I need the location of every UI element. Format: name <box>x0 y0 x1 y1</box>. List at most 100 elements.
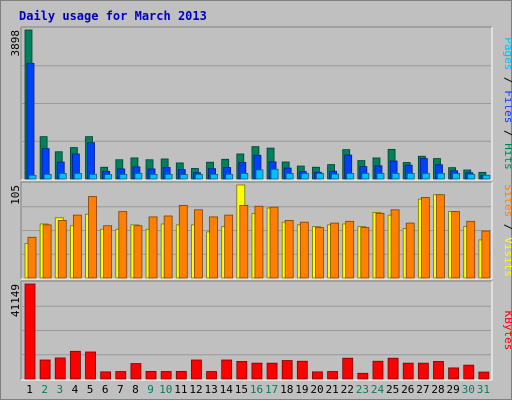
bar-kbytes-day-9 <box>145 370 157 380</box>
bar-kbytes-day-27 <box>417 362 429 380</box>
bar-pages-day-4 <box>73 173 82 180</box>
bar-pages-day-29 <box>452 173 461 180</box>
bar-kbytes-day-18 <box>281 360 293 380</box>
bar-pages-day-15 <box>240 173 249 180</box>
bar-pages-day-28 <box>437 173 445 180</box>
bar-sites-day-26 <box>405 222 415 279</box>
bar-pages-day-25 <box>391 173 400 180</box>
panel-middle-legend-part-2: Visits <box>502 237 512 277</box>
panel-top-legend-part-0: Pages <box>502 37 512 70</box>
x-tick-label-day-10: 10 <box>159 383 172 396</box>
bar-pages-day-26 <box>406 173 415 180</box>
x-tick-label-day-24: 24 <box>371 383 385 396</box>
bar-kbytes-day-14 <box>221 359 233 380</box>
bar-kbytes-day-3 <box>54 357 66 380</box>
bar-kbytes-day-19 <box>296 360 308 380</box>
bar-sites-day-8 <box>133 225 143 279</box>
bar-sites-day-18 <box>284 220 294 279</box>
panel-bottom-ymax-label: 41149 <box>9 284 22 317</box>
x-tick-label-day-20: 20 <box>310 383 323 396</box>
x-tick-label-day-31: 31 <box>477 383 490 396</box>
x-tick-label-day-1: 1 <box>26 383 33 396</box>
bar-sites-day-5 <box>88 196 97 279</box>
bar-sites-day-27 <box>420 196 430 279</box>
panel-middle-legend: Sites / Visits <box>502 184 512 277</box>
bar-files-day-5 <box>87 142 95 180</box>
panel-top-legend-part-3: / <box>502 123 512 143</box>
x-tick-label-day-22: 22 <box>341 383 354 396</box>
panel-top-ymax-label: 3898 <box>9 30 22 57</box>
bar-kbytes-day-8 <box>130 363 142 380</box>
bar-sites-day-12 <box>194 209 203 279</box>
bar-kbytes-day-13 <box>206 371 217 380</box>
bar-sites-day-11 <box>178 204 188 279</box>
bar-pages-day-7 <box>119 173 128 180</box>
bar-pages-day-6 <box>104 174 113 180</box>
bar-pages-day-19 <box>300 173 309 180</box>
bar-sites-day-1 <box>27 236 37 279</box>
x-tick-label-day-17: 17 <box>265 383 278 396</box>
bar-kbytes-day-6 <box>100 371 112 380</box>
bar-kbytes-day-22 <box>342 357 354 380</box>
bar-sites-day-25 <box>390 209 400 279</box>
x-tick-label-day-15: 15 <box>235 383 248 396</box>
x-tick-label-day-12: 12 <box>189 383 202 396</box>
bar-sites-day-2 <box>42 224 52 279</box>
x-tick-label-day-26: 26 <box>401 383 414 396</box>
bar-kbytes-day-30 <box>463 364 475 380</box>
bar-pages-day-18 <box>285 173 294 180</box>
bar-kbytes-day-7 <box>115 371 127 380</box>
bar-kbytes-day-16 <box>251 362 263 380</box>
bar-kbytes-day-2 <box>39 359 51 380</box>
x-tick-label-day-23: 23 <box>356 383 369 396</box>
x-tick-label-day-11: 11 <box>174 383 187 396</box>
bar-pages-day-13 <box>210 173 218 180</box>
bar-pages-day-20 <box>316 173 324 180</box>
bar-sites-day-29 <box>451 211 461 279</box>
bar-pages-day-1 <box>28 174 37 180</box>
bar-kbytes-day-31 <box>478 371 490 380</box>
bar-kbytes-day-25 <box>387 357 399 380</box>
bar-kbytes-day-23 <box>357 372 369 380</box>
bar-kbytes-day-11 <box>175 371 187 380</box>
x-tick-label-day-27: 27 <box>416 383 429 396</box>
panel-bottom-legend: KBytes <box>502 311 512 351</box>
bar-kbytes-day-4 <box>69 350 81 380</box>
bar-sites-day-13 <box>209 216 218 279</box>
bar-sites-day-10 <box>163 215 173 279</box>
x-tick-label-day-30: 30 <box>462 383 475 396</box>
bar-sites-day-9 <box>148 216 158 279</box>
bar-kbytes-day-21 <box>327 371 338 380</box>
bar-pages-day-2 <box>43 173 52 180</box>
bar-kbytes-day-10 <box>160 371 172 380</box>
bar-sites-day-21 <box>330 222 339 279</box>
bar-kbytes-day-26 <box>402 362 414 380</box>
bar-sites-day-7 <box>118 211 128 279</box>
bar-sites-day-30 <box>466 220 476 279</box>
panel-middle-legend-part-0: Sites <box>502 184 512 217</box>
bar-kbytes-day-29 <box>448 367 460 380</box>
panel-top-legend-part-4: Hits <box>502 143 512 170</box>
x-tick-label-day-8: 8 <box>132 383 139 396</box>
bar-sites-day-23 <box>360 227 370 279</box>
bar-pages-day-23 <box>361 173 370 180</box>
bar-kbytes-day-15 <box>236 361 248 380</box>
x-tick-label-day-28: 28 <box>431 383 444 396</box>
x-tick-label-day-14: 14 <box>220 383 234 396</box>
x-tick-label-day-21: 21 <box>326 383 339 396</box>
x-tick-label-day-9: 9 <box>147 383 154 396</box>
bar-pages-day-31 <box>482 174 491 180</box>
x-tick-label-day-7: 7 <box>117 383 124 396</box>
bar-pages-day-11 <box>179 174 188 180</box>
panel-top-legend-part-2: Files <box>502 90 512 123</box>
x-tick-label-day-16: 16 <box>250 383 263 396</box>
bar-sites-day-24 <box>375 212 385 279</box>
bar-pages-day-24 <box>376 173 385 180</box>
bar-pages-day-16 <box>255 169 264 180</box>
x-tick-label-day-2: 2 <box>41 383 48 396</box>
bar-sites-day-22 <box>345 220 355 279</box>
bar-kbytes-day-12 <box>191 359 202 380</box>
bar-pages-day-22 <box>346 173 355 180</box>
bar-sites-day-3 <box>57 220 67 279</box>
